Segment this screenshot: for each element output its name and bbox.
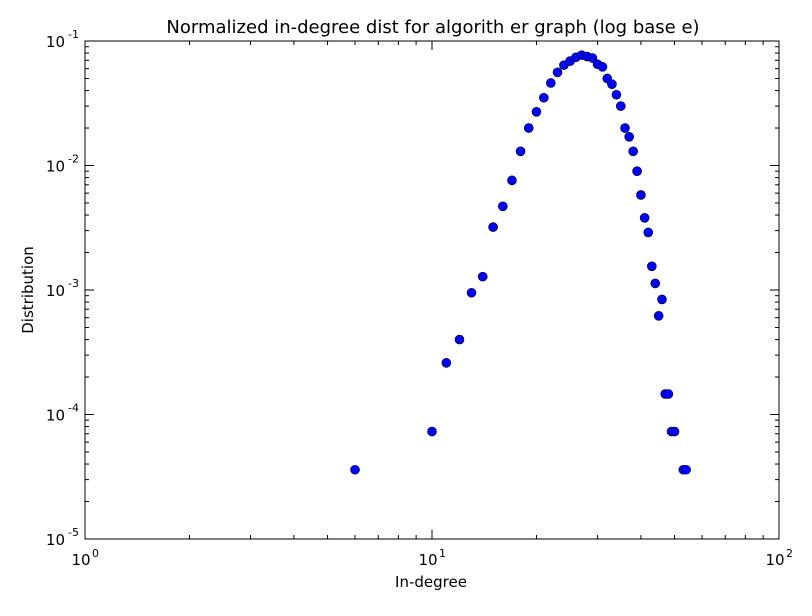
data-points — [350, 50, 691, 475]
data-point — [624, 132, 634, 142]
data-point — [597, 62, 608, 72]
data-point — [620, 123, 630, 133]
data-point — [515, 146, 526, 157]
y-tick-label: 10 — [46, 531, 65, 549]
data-point — [552, 67, 563, 78]
y-tick-exponent: -4 — [68, 402, 79, 415]
data-point — [523, 123, 534, 133]
data-point — [628, 146, 638, 157]
data-point — [441, 358, 452, 368]
data-point — [669, 426, 680, 437]
data-point — [653, 311, 664, 321]
x-tick-label: 10 — [71, 551, 90, 569]
data-point — [643, 227, 654, 238]
data-point — [546, 78, 556, 88]
data-point — [615, 101, 626, 111]
data-point — [350, 464, 360, 475]
data-point — [681, 464, 691, 475]
x-tick-labels: 10 0 10 1 10 2 — [71, 547, 793, 569]
data-point — [427, 426, 437, 437]
data-point — [454, 334, 465, 345]
y-tick-labels: -510-410-310-210-110 — [46, 28, 79, 549]
y-tick-exponent: -1 — [68, 28, 79, 41]
data-point — [507, 175, 517, 186]
y-tick-label: 10 — [46, 407, 65, 425]
x-axis-label: In-degree — [395, 573, 467, 591]
y-tick-exponent: -5 — [68, 526, 79, 539]
y-tick-label: 10 — [46, 33, 65, 51]
y-tick-exponent: -3 — [68, 277, 79, 290]
data-point — [632, 166, 642, 176]
data-point — [498, 201, 508, 212]
data-point — [657, 294, 667, 305]
data-point — [636, 190, 646, 200]
data-point — [663, 389, 674, 399]
plot-frame — [84, 40, 780, 540]
x-tick-label: 10 — [765, 551, 784, 569]
data-point — [607, 79, 617, 89]
plot-area — [85, 41, 779, 539]
chart-title: Normalized in-degree dist for algorith e… — [166, 17, 699, 38]
y-tick-label: 10 — [46, 158, 65, 176]
data-point — [531, 106, 542, 117]
x-tick-exponent: 0 — [92, 547, 99, 560]
data-point — [639, 213, 650, 223]
data-point — [647, 261, 657, 272]
data-point — [587, 53, 598, 63]
x-tick-exponent: 2 — [786, 547, 793, 560]
data-point — [611, 89, 622, 100]
data-point — [539, 92, 549, 103]
data-point — [488, 222, 498, 232]
x-tick-label: 10 — [418, 551, 437, 569]
y-axis-label: Distribution — [19, 246, 37, 334]
y-tick-label: 10 — [46, 282, 65, 300]
data-point — [650, 278, 661, 289]
x-tick-exponent: 1 — [439, 547, 446, 560]
data-point — [466, 287, 477, 298]
y-tick-exponent: -2 — [68, 153, 79, 166]
data-point — [477, 271, 488, 282]
